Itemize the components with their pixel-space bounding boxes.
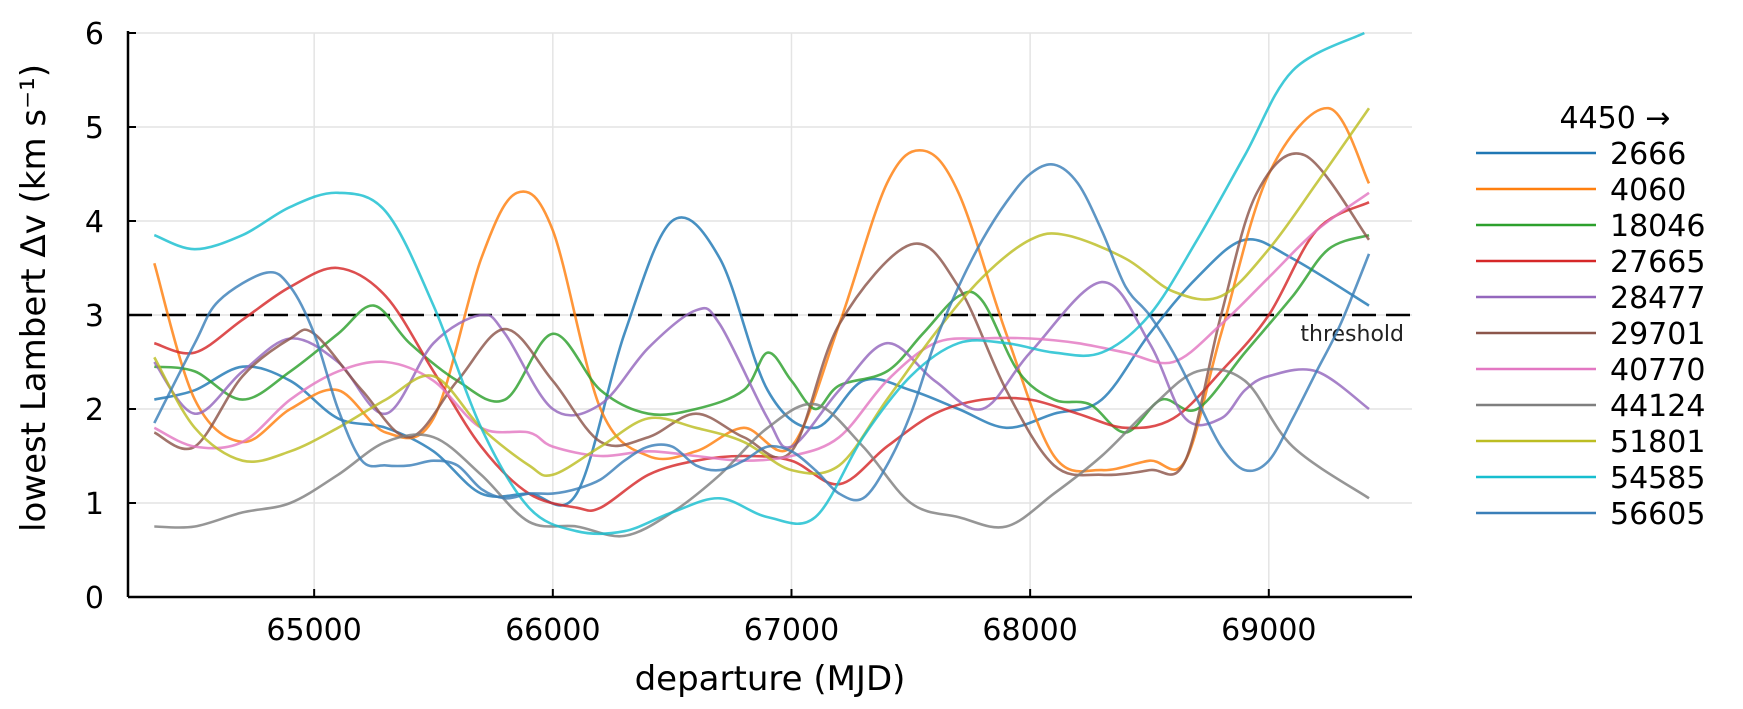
y-axis-title: lowest Lambert Δv (km s⁻¹) (14, 64, 54, 532)
legend-label-44124: 44124 (1610, 389, 1705, 424)
x-tick-label: 66000 (505, 613, 600, 648)
series-line-44124 (154, 367, 1370, 538)
x-tick-label: 65000 (266, 613, 361, 648)
y-tick-label: 6 (85, 17, 104, 52)
legend-label-18046: 18046 (1610, 209, 1705, 244)
legend-label-40770: 40770 (1610, 353, 1705, 388)
x-tick-label: 68000 (982, 613, 1077, 648)
series-line-51801 (153, 107, 1371, 478)
threshold-line: threshold (128, 313, 1412, 347)
legend-label-28477: 28477 (1610, 281, 1705, 316)
threshold-label: threshold (1300, 322, 1404, 347)
series-line-2666 (153, 216, 1370, 507)
legend-label-2666: 2666 (1610, 137, 1686, 172)
legend-label-27665: 27665 (1610, 245, 1705, 280)
legend-label-4060: 4060 (1610, 173, 1686, 208)
x-tick-label: 67000 (744, 613, 839, 648)
legend-label-51801: 51801 (1610, 425, 1705, 460)
y-tick-label: 2 (85, 393, 104, 428)
series-line-27665 (153, 201, 1370, 513)
legend: 4450 → 266640601804627665284772970140770… (1476, 101, 1705, 532)
series-line-29701 (153, 152, 1371, 477)
series-line-28477 (153, 280, 1370, 449)
y-tick-label: 3 (85, 299, 104, 334)
x-tick-label: 69000 (1221, 613, 1316, 648)
series-line-54585 (153, 31, 1365, 536)
y-tick-label: 5 (85, 111, 104, 146)
legend-title: 4450 → (1559, 101, 1670, 136)
x-axis-title: departure (MJD) (635, 659, 906, 699)
series-lines (153, 31, 1371, 538)
series-line-56605 (153, 162, 1371, 502)
legend-label-54585: 54585 (1610, 461, 1705, 496)
legend-label-29701: 29701 (1610, 317, 1705, 352)
y-tick-label: 4 (85, 205, 104, 240)
legend-label-56605: 56605 (1610, 497, 1705, 532)
axes: 65000 66000 67000 68000 69000 0 1 2 3 4 5 6 (85, 17, 1412, 648)
y-tick-label: 0 (85, 581, 104, 616)
y-tick-label: 1 (85, 487, 104, 522)
